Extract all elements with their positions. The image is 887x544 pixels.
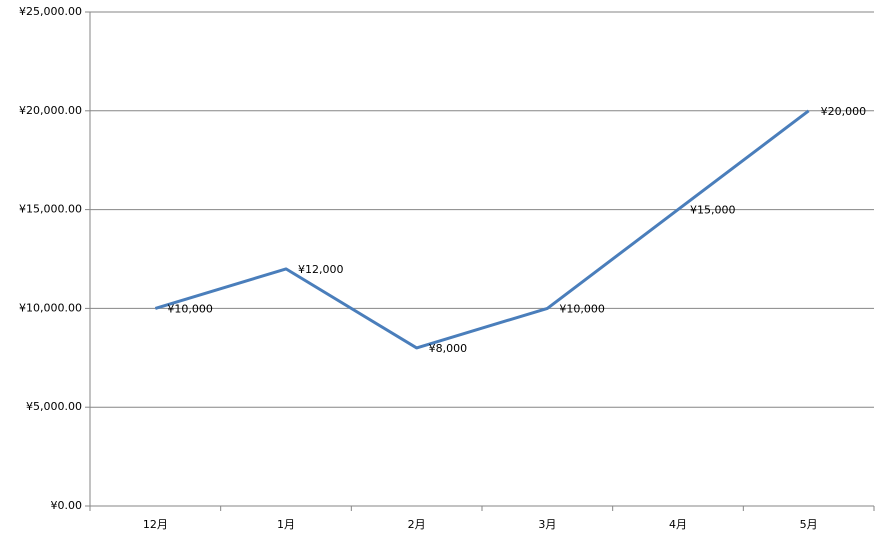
y-tick-label: ¥20,000.00 — [19, 104, 82, 117]
data-label: ¥15,000 — [690, 204, 736, 217]
line-series — [154, 109, 810, 350]
x-tick-label: 12月 — [143, 518, 168, 531]
y-tick-label: ¥15,000.00 — [19, 203, 82, 216]
x-tick-label: 4月 — [669, 518, 687, 531]
data-label: ¥10,000 — [167, 302, 213, 315]
y-tick-label: ¥25,000.00 — [19, 5, 82, 18]
y-tick-label: ¥0.00 — [51, 499, 83, 512]
x-tick-label: 1月 — [277, 518, 295, 531]
data-label: ¥12,000 — [298, 263, 344, 276]
data-label: ¥10,000 — [559, 302, 605, 315]
data-label: ¥20,000 — [821, 105, 867, 118]
y-tick-label: ¥10,000.00 — [19, 301, 82, 314]
data-label: ¥8,000 — [429, 342, 468, 355]
x-tick-label: 3月 — [538, 518, 556, 531]
x-tick-label: 2月 — [408, 518, 426, 531]
x-tick-label: 5月 — [800, 518, 818, 531]
y-tick-label: ¥5,000.00 — [26, 400, 82, 413]
